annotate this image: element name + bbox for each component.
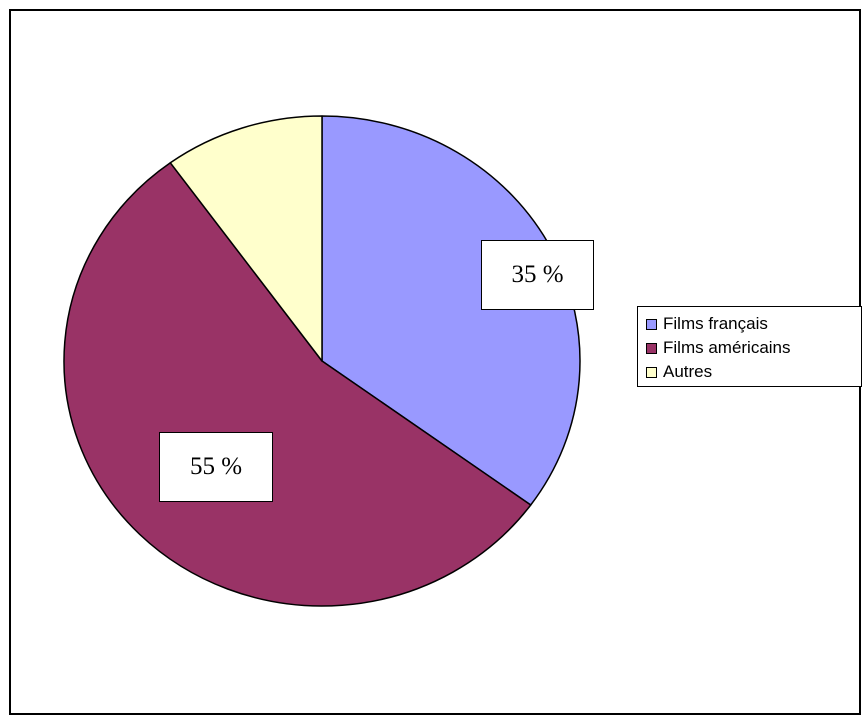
pie-slice-autres — [169, 115, 323, 362]
legend: Films français Films américains Autres — [637, 306, 862, 387]
slice-label-films-francais: 35 % — [481, 240, 594, 310]
legend-item-films-americains: Films américains — [646, 336, 861, 360]
legend-label-autres: Autres — [663, 362, 713, 381]
legend-item-autres: Autres — [646, 360, 861, 384]
legend-swatch-autres — [646, 366, 657, 378]
legend-swatch-films-francais — [646, 318, 657, 330]
slice-label-films-americains: 55 % — [159, 432, 273, 502]
legend-label-films-francais: Films français — [663, 314, 768, 333]
legend-label-films-americains: Films américains — [663, 338, 791, 357]
legend-item-films-francais: Films français — [646, 312, 861, 336]
legend-swatch-films-americains — [646, 342, 657, 354]
